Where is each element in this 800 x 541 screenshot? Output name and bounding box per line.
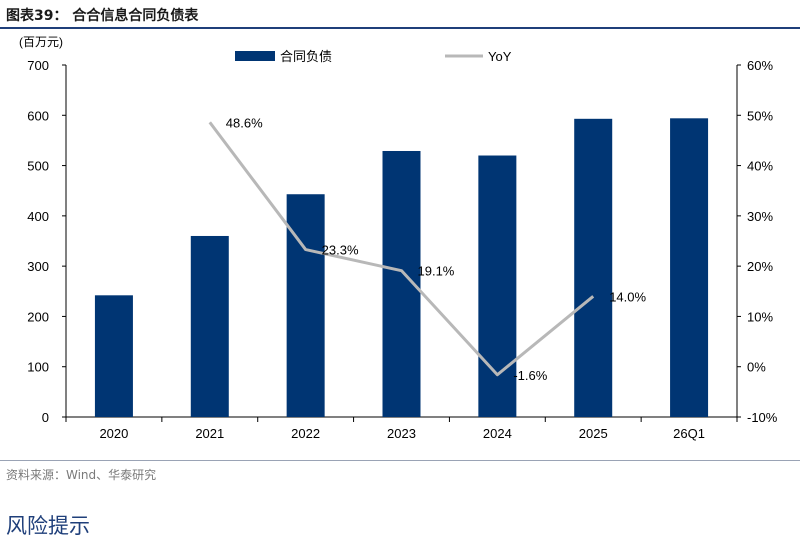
bar	[190, 235, 229, 417]
x-tick-label: 26Q1	[673, 426, 705, 441]
right-tick-label: 50%	[747, 108, 773, 123]
bar	[574, 118, 613, 417]
x-tick-label: 2022	[291, 426, 320, 441]
right-tick-label: 40%	[747, 159, 773, 174]
chart: (百万元) 0 100 200 300 400 500 600 700 -10% 0% 10% 20% 3…	[19, 35, 778, 441]
legend-label-bar: 合同负债	[280, 49, 332, 64]
yoy-line	[208, 121, 595, 377]
section-heading: 风险提示	[6, 514, 90, 538]
right-tick-label: 30%	[747, 209, 773, 224]
left-tick-label: 0	[42, 410, 49, 425]
legend-label-line: YoY	[488, 49, 512, 64]
left-tick-label: 100	[27, 360, 49, 375]
bar	[286, 194, 325, 417]
x-tick-label: 2025	[579, 426, 608, 441]
left-tick-label: 500	[27, 159, 49, 174]
yoy-data-label: 23.3%	[322, 243, 359, 258]
yoy-data-label: 19.1%	[418, 264, 455, 279]
x-tick-label: 2024	[483, 426, 512, 441]
yoy-data-label: -1.6%	[513, 368, 547, 383]
right-tick-label: -10%	[747, 410, 778, 425]
bar	[94, 295, 133, 417]
right-tick-label: 60%	[747, 58, 773, 73]
bar	[670, 118, 709, 417]
source-rule	[0, 460, 800, 461]
x-tick-label: 2023	[387, 426, 416, 441]
yoy-data-label: 14.0%	[609, 289, 646, 304]
source-note: 资料来源：Wind、华泰研究	[6, 468, 157, 482]
left-tick-label: 700	[27, 58, 49, 73]
yoy-data-label: 48.6%	[226, 115, 263, 130]
figure-title: 图表39： 合合信息合同负债表	[6, 8, 199, 24]
left-tick-label: 600	[27, 108, 49, 123]
left-tick-label: 300	[27, 259, 49, 274]
right-tick-label: 20%	[747, 259, 773, 274]
right-tick-label: 10%	[747, 309, 773, 324]
left-tick-label: 200	[27, 309, 49, 324]
left-tick-label: 400	[27, 209, 49, 224]
legend-swatch-bar	[235, 51, 275, 61]
bar	[478, 155, 517, 417]
x-tick-label: 2021	[195, 426, 224, 441]
title-rule	[0, 27, 800, 29]
x-tick-label: 2020	[99, 426, 128, 441]
unit-label: (百万元)	[19, 35, 63, 49]
right-tick-label: 0%	[747, 360, 766, 375]
